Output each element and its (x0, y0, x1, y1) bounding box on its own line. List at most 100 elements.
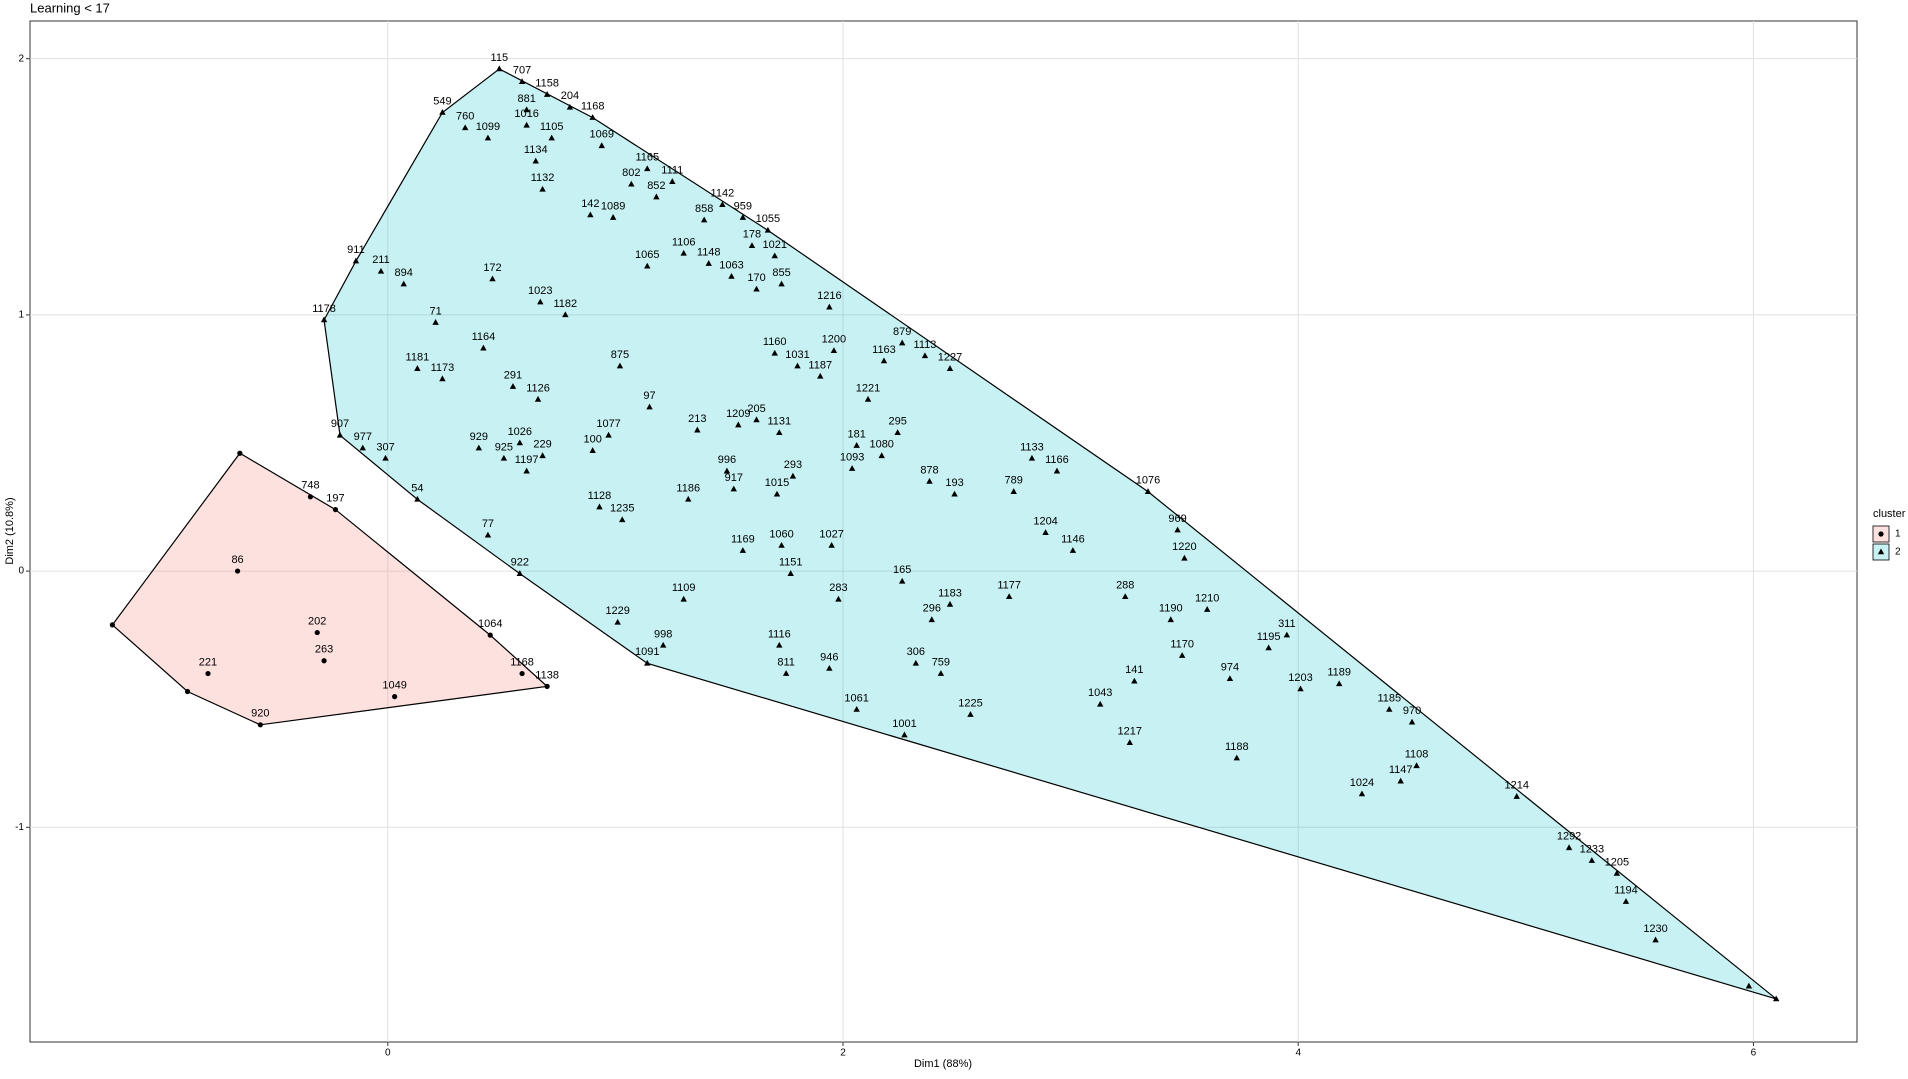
point (946, 600, 954, 607)
point-label: 1105 (540, 121, 564, 133)
point (484, 531, 492, 538)
point (1335, 680, 1343, 687)
point-label: 1016 (514, 108, 538, 120)
point (728, 272, 735, 279)
point (644, 262, 651, 269)
point-label: 1195 (1257, 631, 1281, 643)
point-label: 946 (820, 651, 838, 663)
point-label: 1055 (756, 213, 780, 225)
point (1772, 995, 1780, 1002)
point-label: 1061 (844, 692, 868, 704)
point (926, 477, 933, 484)
point-label: 165 (893, 564, 911, 576)
point-label: 100 (583, 434, 601, 446)
point (789, 472, 797, 479)
point (307, 494, 314, 500)
point-label: 1227 (938, 352, 962, 364)
point-label: 1233 (1580, 844, 1604, 856)
point-label: 1173 (431, 362, 455, 374)
point (753, 285, 760, 292)
point (439, 108, 446, 115)
point-label: 205 (747, 403, 765, 415)
point (864, 395, 872, 402)
point-label: 1099 (476, 121, 500, 133)
point-label: 1138 (535, 669, 559, 681)
point (548, 134, 555, 141)
point-label: 283 (829, 582, 847, 594)
point (1283, 631, 1291, 638)
point-label: 969 (1168, 513, 1186, 525)
point (500, 454, 508, 461)
point-label: 307 (376, 441, 394, 453)
point-label: 1177 (997, 580, 1021, 592)
point (653, 193, 660, 200)
point (532, 157, 539, 164)
point-label: 1229 (605, 605, 629, 617)
cluster-hull (111, 452, 549, 726)
point-label: 998 (654, 628, 672, 640)
point-label: 1217 (1118, 726, 1142, 738)
point (109, 622, 115, 628)
point-label: 748 (301, 480, 319, 492)
point-label: 1205 (1605, 856, 1629, 868)
point-label: 1183 (938, 587, 962, 599)
point (377, 267, 385, 274)
point (828, 541, 835, 548)
point-label: 1111 (661, 165, 683, 177)
point-label: 1178 (312, 303, 336, 315)
point (644, 659, 651, 666)
point-label: 288 (1116, 580, 1134, 592)
point (382, 454, 389, 461)
point (544, 683, 550, 689)
point (489, 275, 496, 282)
point (853, 442, 860, 448)
point (946, 365, 954, 371)
point (400, 280, 407, 287)
point (1745, 982, 1753, 989)
point (826, 303, 833, 310)
point-label: 1049 (382, 680, 406, 692)
point (1203, 606, 1211, 612)
point-label: 1185 (1377, 692, 1401, 704)
point-label: 1134 (524, 144, 548, 156)
point-label: 1026 (508, 426, 532, 438)
point-label: 1021 (762, 239, 786, 251)
point-label: 1186 (676, 482, 700, 494)
point (1126, 739, 1133, 746)
point-label: 54 (411, 482, 423, 494)
point-label: 1133 (1020, 441, 1044, 453)
point-label: 1214 (1504, 779, 1528, 791)
point-label: 1169 (731, 533, 755, 545)
point (475, 444, 483, 451)
point (518, 78, 526, 85)
point-label: 875 (611, 349, 629, 361)
point (644, 165, 651, 172)
point (596, 503, 603, 510)
point (685, 495, 692, 502)
point (234, 568, 241, 574)
point (951, 490, 958, 497)
point (826, 664, 833, 671)
point-label: 1109 (672, 582, 696, 594)
point-label: 296 (923, 603, 941, 615)
point (534, 395, 542, 402)
point-label: 1093 (840, 452, 864, 464)
x-tick-label: 2 (840, 1048, 846, 1059)
point (414, 495, 421, 502)
point (848, 465, 856, 471)
point (614, 618, 621, 625)
point-label: 1060 (769, 528, 793, 540)
point (1413, 762, 1420, 769)
point (392, 694, 398, 700)
point-label: 1181 (406, 352, 430, 364)
point-label: 977 (354, 431, 372, 443)
point-label: 1131 (767, 416, 791, 428)
point (835, 595, 842, 602)
point (898, 339, 906, 346)
point (1226, 675, 1234, 681)
point-label: 306 (907, 646, 925, 658)
point (735, 421, 742, 428)
point (257, 722, 263, 728)
point (509, 383, 517, 389)
point (1174, 526, 1181, 533)
